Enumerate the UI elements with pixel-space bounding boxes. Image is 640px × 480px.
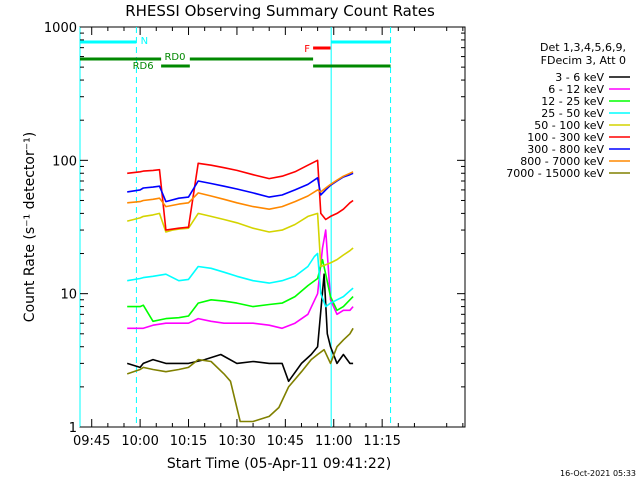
vertical-markers	[79, 27, 392, 427]
series-group	[126, 159, 354, 423]
legend-entry-label: 7000 - 15000 keV	[506, 167, 604, 180]
y-tick-label: 100	[52, 154, 77, 169]
legend: Det 1,3,4,5,6,9,FDecim 3, Att 0 3 - 6 keV…	[506, 41, 630, 180]
legend-entry-label: 100 - 300 keV	[527, 131, 604, 144]
state-bar-label: F	[304, 44, 310, 55]
x-tick-label: 10:45	[267, 434, 304, 449]
legend-entry-label: 6 - 12 keV	[548, 83, 604, 96]
y-tick-label: 1000	[44, 21, 77, 36]
series-line	[126, 327, 354, 423]
x-tick-label: 09:45	[73, 434, 110, 449]
state-bar-label: RD6	[133, 61, 154, 72]
y-tick-label: 1	[69, 421, 77, 436]
legend-header: FDecim 3, Att 0	[541, 54, 626, 67]
state-bar-label: RD0	[164, 52, 185, 63]
legend-header: Det 1,3,4,5,6,9,	[540, 41, 626, 54]
x-tick-label: 10:00	[121, 434, 158, 449]
legend-entry-label: 300 - 800 keV	[527, 143, 604, 156]
legend-entry-label: 12 - 25 keV	[541, 95, 604, 108]
series-line	[126, 273, 354, 383]
y-tick-label: 10	[60, 288, 77, 303]
legend-entry-label: 25 - 50 keV	[541, 107, 604, 120]
x-axis: 09:45 10:00 10:15 10:30 10:45 11:00 11:15	[73, 27, 464, 449]
series-line	[127, 159, 354, 231]
state-bars: N F RD0 RD6	[80, 36, 391, 72]
footer-date: 16-Oct-2021 05:33	[560, 469, 636, 478]
series-line	[127, 171, 354, 210]
x-tick-label: 11:00	[315, 434, 352, 449]
chart-title: RHESSI Observing Summary Count Rates	[125, 2, 435, 20]
series-line	[127, 212, 354, 268]
y-axis: 1 10 100 1000	[44, 21, 465, 436]
x-tick-label: 10:15	[170, 434, 207, 449]
y-axis-label: Count Rate (s⁻¹ detector⁻¹)	[22, 132, 38, 322]
legend-entry-label: 50 - 100 keV	[534, 119, 604, 132]
state-bar-label: N	[141, 36, 148, 47]
x-axis-label: Start Time (05-Apr-11 09:41:22)	[167, 456, 391, 472]
legend-entry-label: 800 - 7000 keV	[520, 155, 604, 168]
series-line	[127, 258, 354, 323]
legend-entry-label: 3 - 6 keV	[555, 71, 604, 84]
x-tick-label: 11:15	[363, 434, 400, 449]
series-line	[127, 252, 354, 308]
x-tick-label: 10:30	[218, 434, 255, 449]
